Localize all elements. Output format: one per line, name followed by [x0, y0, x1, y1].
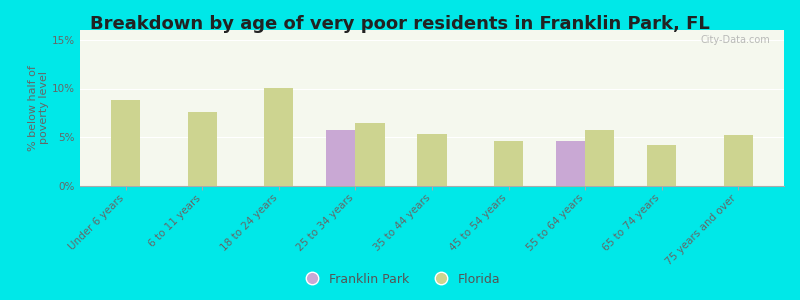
Bar	[355, 123, 385, 186]
Y-axis label: % below half of
poverty level: % below half of poverty level	[28, 65, 50, 151]
Text: City-Data.com: City-Data.com	[700, 35, 770, 45]
Bar	[556, 141, 585, 186]
Bar	[647, 145, 676, 186]
Bar	[585, 130, 614, 186]
Bar	[418, 134, 446, 186]
Bar	[265, 88, 294, 186]
Bar	[326, 130, 355, 186]
Text: Breakdown by age of very poor residents in Franklin Park, FL: Breakdown by age of very poor residents …	[90, 15, 710, 33]
Bar	[111, 100, 141, 186]
Bar	[494, 141, 523, 186]
Bar	[723, 135, 753, 186]
Legend: Franklin Park, Florida: Franklin Park, Florida	[294, 268, 506, 291]
Bar	[188, 112, 217, 186]
